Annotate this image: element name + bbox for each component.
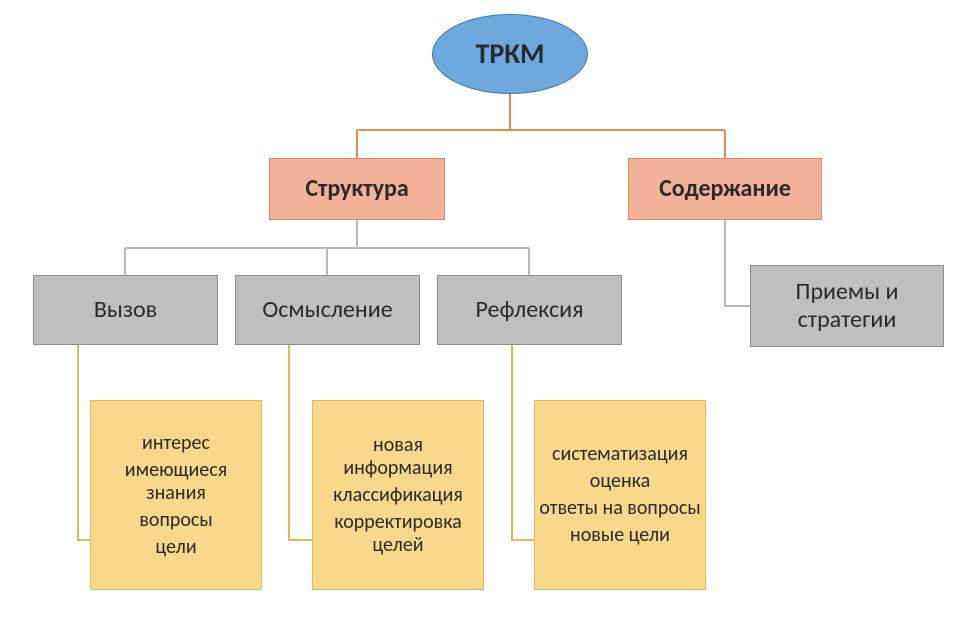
leaf-osmyslenie: новая информация классификация корректиров… [312, 400, 484, 590]
leaf-item: цели [155, 536, 196, 559]
root-label: ТРКМ [475, 38, 544, 70]
leaf-item: классификация [333, 484, 463, 507]
leaf-item: новые цели [570, 524, 670, 547]
leaf-item: оценка [590, 470, 650, 493]
osmyslenie-label: Осмысление [262, 296, 392, 324]
root-node: ТРКМ [432, 14, 588, 94]
structure-node: Структура [269, 158, 445, 220]
leaf-item: имеющиеся знания [95, 459, 257, 505]
vyzov-label: Вызов [94, 296, 157, 324]
leaf-item: интерес [142, 432, 210, 455]
vyzov-node: Вызов [33, 275, 218, 345]
content-label: Содержание [659, 175, 791, 203]
leaf-item: ответы на вопросы [539, 497, 700, 520]
priemy-label: Приемы и стратегии [751, 278, 943, 333]
structure-label: Структура [305, 175, 408, 203]
refleksiya-node: Рефлексия [437, 275, 622, 345]
leaf-item: систематизация [552, 443, 688, 466]
refleksiya-label: Рефлексия [475, 296, 583, 324]
leaf-vyzov: интерес имеющиеся знания вопросы цели [90, 400, 262, 590]
leaf-refleksiya: систематизация оценка ответы на вопросы нов… [534, 400, 706, 590]
leaf-item: новая информация [317, 434, 479, 480]
leaf-item: корректировка целей [317, 511, 479, 557]
osmyslenie-node: Осмысление [235, 275, 420, 345]
content-node: Содержание [628, 158, 822, 220]
priemy-node: Приемы и стратегии [750, 265, 944, 347]
leaf-item: вопросы [139, 509, 212, 532]
